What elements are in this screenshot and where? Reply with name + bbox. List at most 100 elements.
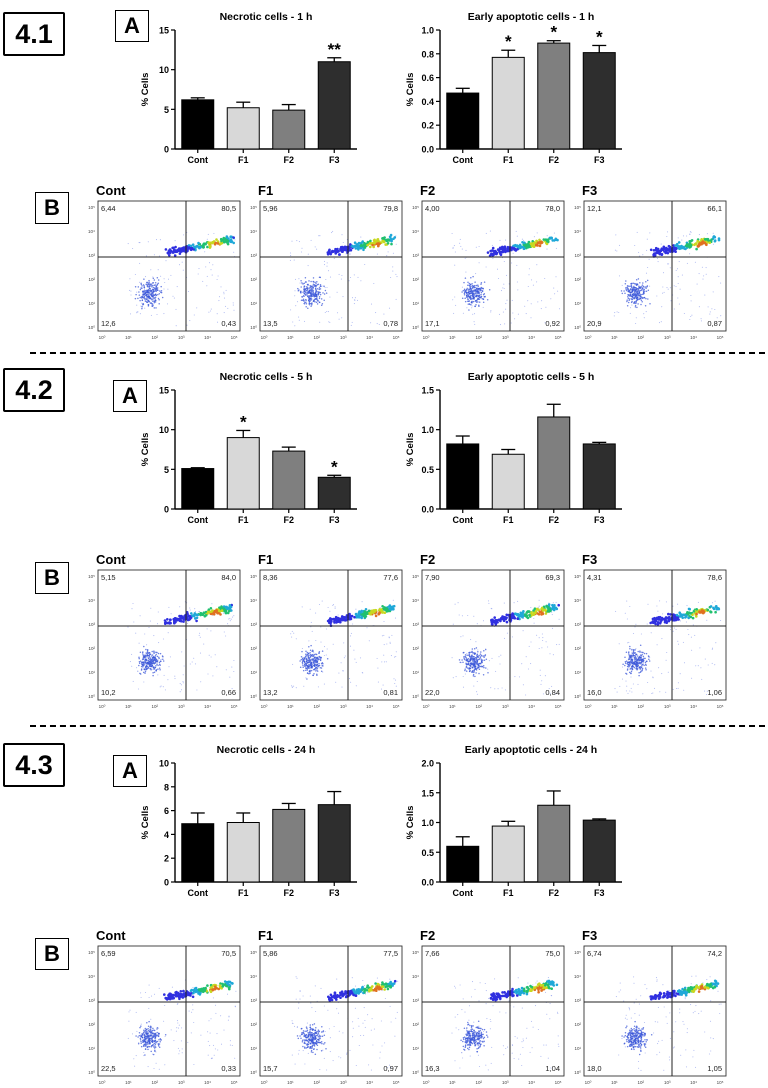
scatter-dot: [644, 657, 646, 660]
scatter-dot: [503, 260, 505, 263]
scatter-dot: [152, 1043, 154, 1045]
scatter-dot: [307, 284, 309, 286]
bar-f3: [582, 443, 616, 510]
scatter-dot: [308, 287, 310, 289]
scatter-dot: [318, 295, 321, 298]
scatter-dot: [618, 244, 621, 246]
scatter-dot: [167, 621, 171, 625]
scatter-dot: [628, 662, 631, 665]
scatter-dot: [455, 676, 457, 678]
scatter-dot: [711, 308, 713, 310]
scatter-dot: [673, 285, 675, 287]
scatter-dot: [147, 1040, 149, 1042]
scatter-dot: [323, 683, 325, 685]
scatter-dot: [679, 673, 681, 675]
scatter-dot: [549, 236, 553, 240]
scatter-dot: [506, 299, 508, 301]
scatter-dot: [138, 661, 141, 663]
scatter-dot: [152, 667, 155, 669]
scatter-dot: [149, 1042, 151, 1044]
scatter-dot: [469, 283, 472, 286]
x-tick-label: 10¹: [287, 335, 294, 340]
scatter-dot: [139, 262, 141, 264]
bar-f2: [537, 42, 571, 150]
y-tick-label: 10²: [250, 646, 257, 651]
scatter-dot: [153, 1047, 156, 1049]
scatter-dot: [690, 636, 692, 638]
scatter-dot: [162, 658, 164, 660]
scatter-dot: [639, 295, 642, 298]
scatter-dot: [634, 304, 637, 307]
scatter-dot: [159, 668, 161, 671]
scatter-dot: [677, 237, 679, 239]
scatter-dot: [388, 637, 390, 639]
scatter-dot: [392, 604, 396, 608]
scatter-dot: [711, 662, 713, 664]
scatter-dot: [150, 1045, 153, 1048]
scatter-dot: [505, 620, 509, 624]
scatter-points: [127, 232, 236, 327]
scatter-dot: [706, 233, 708, 235]
scatter-dot: [148, 279, 150, 282]
scatter-dot: [471, 291, 474, 293]
scatter-dot: [147, 241, 149, 243]
scatter-dot: [632, 294, 635, 297]
scatter-dot: [667, 612, 670, 616]
scatter-dot: [159, 255, 161, 257]
bar-f2: [272, 808, 306, 883]
scatter-dot: [157, 1043, 160, 1046]
scatter-dot: [177, 991, 180, 995]
scatter-dot: [313, 299, 315, 301]
scatter-dot: [647, 655, 650, 657]
scatter-dot: [475, 284, 478, 287]
plot-frame: [97, 945, 241, 1077]
scatter-dot: [667, 263, 669, 265]
scatter-dot: [157, 282, 160, 285]
scatter-dot: [706, 619, 708, 621]
scatter-dot: [392, 266, 394, 268]
scatter-dot: [223, 291, 225, 293]
scatter-dot: [464, 277, 467, 279]
scatter-dot: [527, 300, 529, 302]
scatter-dot: [459, 238, 461, 240]
scatter-dot: [193, 657, 195, 659]
scatter-dot: [211, 985, 214, 988]
scatter-dot: [615, 610, 617, 612]
scatter-dot: [465, 665, 468, 668]
scatter-dot: [635, 665, 637, 668]
y-tick-label: 10¹: [574, 670, 581, 675]
scatter-dot: [149, 1028, 151, 1031]
scatter-dot: [142, 1032, 144, 1035]
x-tick-label: 10³: [340, 704, 347, 709]
scatter-dot: [298, 289, 300, 291]
scatter-dot: [626, 299, 628, 301]
scatter-dot: [334, 606, 336, 608]
scatter-dot: [386, 643, 388, 645]
scatter-dot: [681, 239, 683, 241]
scatter-dot: [312, 674, 314, 677]
scatter-dot: [704, 690, 706, 692]
x-tick-label: 10³: [664, 335, 671, 340]
scatter-dot: [689, 243, 693, 247]
scatter-dot: [155, 1062, 157, 1064]
scatter-dot: [651, 617, 655, 621]
scatter-dot: [146, 652, 148, 655]
scatter-dot: [665, 691, 667, 693]
x-tick-label: 10⁵: [555, 335, 562, 340]
x-tick-label: 10⁵: [393, 704, 400, 709]
scatter-dot: [633, 297, 636, 300]
scatter-dot: [202, 280, 204, 282]
scatter-dot: [319, 283, 322, 286]
scatter-dot: [140, 665, 143, 668]
scatter-dot: [311, 650, 313, 653]
scatter-dot: [635, 662, 637, 664]
scatter-dot: [692, 610, 696, 613]
scatter-dot: [182, 989, 185, 993]
scatter-dot: [646, 623, 648, 625]
scatter-dot: [629, 288, 632, 291]
scatter-dot: [490, 310, 492, 312]
scatter-dot: [537, 301, 539, 303]
scatter-dot: [645, 281, 647, 283]
scatter-dot: [189, 244, 193, 248]
